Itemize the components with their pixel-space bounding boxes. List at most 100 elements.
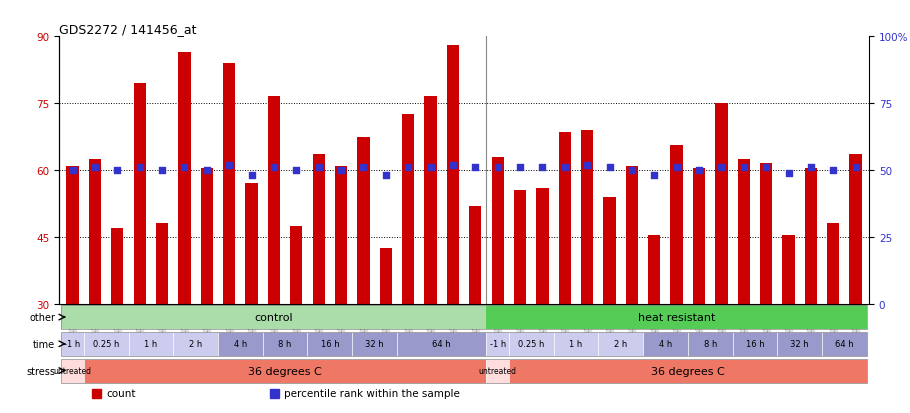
Bar xyxy=(487,332,509,356)
Point xyxy=(199,167,214,174)
Point xyxy=(334,167,349,174)
Point xyxy=(222,162,237,169)
Bar xyxy=(470,206,481,304)
Point xyxy=(133,165,147,171)
Text: 32 h: 32 h xyxy=(365,339,384,349)
Text: 8 h: 8 h xyxy=(703,339,717,349)
Bar xyxy=(760,164,773,304)
Bar xyxy=(66,166,79,304)
Point xyxy=(647,173,662,179)
Point xyxy=(670,165,684,171)
Bar xyxy=(173,332,218,356)
Point xyxy=(356,165,370,171)
Bar xyxy=(268,97,280,304)
Bar xyxy=(397,332,487,356)
Text: 64 h: 64 h xyxy=(835,339,854,349)
Bar xyxy=(134,84,146,304)
Bar xyxy=(111,228,124,304)
Text: 2 h: 2 h xyxy=(189,339,202,349)
Bar xyxy=(783,235,794,304)
Bar xyxy=(312,155,325,304)
Point xyxy=(490,165,505,171)
Bar xyxy=(514,190,526,304)
Bar xyxy=(263,332,308,356)
Point xyxy=(759,165,774,171)
Text: GDS2272 / 141456_at: GDS2272 / 141456_at xyxy=(59,23,197,36)
Point xyxy=(267,165,281,171)
Bar xyxy=(352,332,397,356)
Bar xyxy=(822,332,867,356)
Bar xyxy=(671,146,682,304)
Text: time: time xyxy=(33,339,56,349)
Bar xyxy=(223,64,236,304)
Point xyxy=(468,165,482,171)
Text: 8 h: 8 h xyxy=(278,339,292,349)
Bar xyxy=(89,159,101,304)
Bar xyxy=(733,332,777,356)
Text: 1 h: 1 h xyxy=(570,339,582,349)
Point xyxy=(401,165,416,171)
Bar xyxy=(128,332,173,356)
Bar xyxy=(553,332,599,356)
Point xyxy=(446,162,460,169)
Point xyxy=(535,165,550,171)
Text: 0.25 h: 0.25 h xyxy=(518,339,544,349)
Text: control: control xyxy=(255,312,293,322)
Text: untreated: untreated xyxy=(479,366,517,375)
Bar xyxy=(447,46,459,304)
Point xyxy=(736,165,751,171)
Bar xyxy=(424,97,437,304)
Text: 32 h: 32 h xyxy=(791,339,809,349)
Bar xyxy=(61,332,84,356)
Bar xyxy=(218,332,263,356)
Bar xyxy=(827,224,839,304)
Bar xyxy=(269,389,279,398)
Point xyxy=(714,165,729,171)
Bar xyxy=(178,53,190,304)
Bar xyxy=(777,332,822,356)
Text: 2 h: 2 h xyxy=(614,339,627,349)
Bar xyxy=(487,305,867,329)
Bar xyxy=(335,166,348,304)
Bar xyxy=(603,197,616,304)
Point xyxy=(177,165,192,171)
Bar xyxy=(715,104,727,304)
Text: 4 h: 4 h xyxy=(659,339,672,349)
Bar xyxy=(379,248,392,304)
Point xyxy=(781,170,795,176)
Bar xyxy=(402,115,414,304)
Bar xyxy=(648,235,661,304)
Text: heat resistant: heat resistant xyxy=(638,312,715,322)
Point xyxy=(512,165,527,171)
Bar xyxy=(92,389,101,398)
Text: 4 h: 4 h xyxy=(234,339,247,349)
Bar xyxy=(599,332,643,356)
Text: other: other xyxy=(29,312,56,322)
Point xyxy=(66,167,80,174)
Bar xyxy=(487,358,509,383)
Bar xyxy=(626,166,638,304)
Text: 1 h: 1 h xyxy=(145,339,157,349)
Text: -1 h: -1 h xyxy=(490,339,506,349)
Bar xyxy=(693,169,705,304)
Point xyxy=(155,167,169,174)
Point xyxy=(379,173,393,179)
Bar xyxy=(201,169,213,304)
Bar xyxy=(84,358,487,383)
Bar xyxy=(246,184,258,304)
Text: -1 h: -1 h xyxy=(65,339,81,349)
Bar xyxy=(61,358,84,383)
Point xyxy=(558,165,572,171)
Text: 36 degrees C: 36 degrees C xyxy=(651,366,724,376)
Point xyxy=(110,167,125,174)
Bar xyxy=(738,159,750,304)
Bar xyxy=(290,226,302,304)
Bar xyxy=(84,332,128,356)
Bar xyxy=(849,155,862,304)
Bar xyxy=(308,332,352,356)
Bar xyxy=(61,305,487,329)
Point xyxy=(602,165,617,171)
Text: percentile rank within the sample: percentile rank within the sample xyxy=(284,388,460,398)
Text: 16 h: 16 h xyxy=(745,339,764,349)
Text: 36 degrees C: 36 degrees C xyxy=(248,366,322,376)
